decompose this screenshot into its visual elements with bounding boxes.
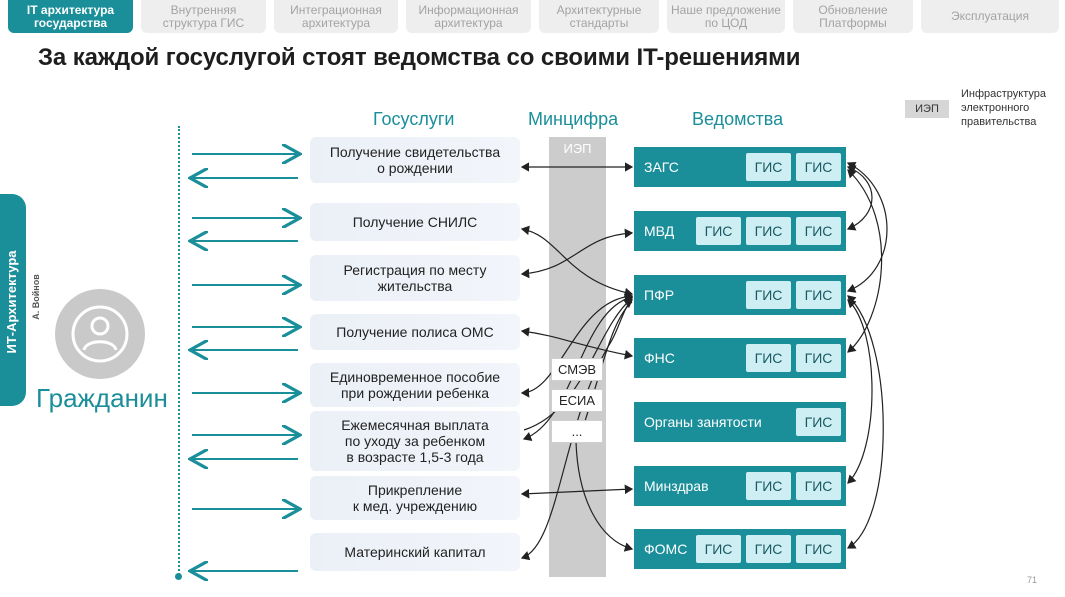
service-birth-allowance: Единовременное пособие при рождении ребе… bbox=[310, 363, 520, 407]
gis-box: ГИС bbox=[746, 472, 791, 500]
page-title: За каждой госуслугой стоят ведомства со … bbox=[38, 44, 801, 71]
timeline-dotted-line bbox=[178, 126, 180, 578]
tab-platform-update[interactable]: Обновление Платформы bbox=[793, 0, 913, 33]
gis-box: ГИС bbox=[796, 408, 841, 436]
top-tab-bar: IT архитектура государства Внутренняя ст… bbox=[8, 0, 1060, 33]
gis-box: ГИС bbox=[746, 217, 791, 245]
gis-box: ГИС bbox=[746, 344, 791, 372]
esia-box: ЕСИА bbox=[551, 389, 603, 412]
gis-box: ГИС bbox=[746, 281, 791, 309]
service-registration: Регистрация по месту жительства bbox=[310, 255, 520, 301]
citizen-arrows bbox=[192, 154, 298, 571]
timeline-end-dot bbox=[175, 573, 182, 580]
tab-gis-structure[interactable]: Внутренняя структура ГИС bbox=[141, 0, 266, 33]
smev-box: СМЭВ bbox=[551, 358, 603, 381]
service-oms-policy: Получение полиса ОМС bbox=[310, 314, 520, 350]
mincifra-iep-label: ИЭП bbox=[563, 141, 592, 156]
side-ribbon bbox=[0, 194, 26, 406]
agency-employment: Органы занятости ГИС bbox=[634, 402, 846, 442]
tab-information-architecture[interactable]: Информационная архитектура bbox=[406, 0, 531, 33]
gis-box: ГИС bbox=[796, 472, 841, 500]
gis-box: ГИС bbox=[696, 535, 741, 563]
tab-integration-architecture[interactable]: Интеграционная архитектура bbox=[274, 0, 398, 33]
service-birth-certificate: Получение свидетельства о рождении bbox=[310, 137, 520, 183]
service-snils: Получение СНИЛС bbox=[310, 203, 520, 241]
legend-description: Инфраструктура электронного правительств… bbox=[961, 88, 1047, 128]
tab-architecture-standards[interactable]: Архитектурные стандарты bbox=[539, 0, 659, 33]
gis-box: ГИС bbox=[796, 535, 841, 563]
gis-box: ГИС bbox=[796, 281, 841, 309]
page-number: 71 bbox=[1027, 575, 1038, 585]
tab-it-architecture[interactable]: IT архитектура государства bbox=[8, 0, 133, 33]
tab-dc-proposal[interactable]: Наше предложение по ЦОД bbox=[667, 0, 785, 33]
other-services-box: ... bbox=[551, 420, 603, 443]
gis-box: ГИС bbox=[696, 217, 741, 245]
legend-iep-tag: ИЭП bbox=[905, 100, 949, 118]
header-services: Госуслуги bbox=[373, 109, 455, 129]
agency-mvd: МВД ГИС ГИС ГИС bbox=[634, 211, 846, 251]
gis-box: ГИС bbox=[746, 535, 791, 563]
user-icon bbox=[71, 305, 129, 363]
service-medical-attachment: Прикрепление к мед. учреждению bbox=[310, 476, 520, 520]
header-agencies: Ведомства bbox=[692, 109, 784, 129]
agency-pfr: ПФР ГИС ГИС bbox=[634, 275, 846, 315]
citizen-avatar bbox=[55, 289, 145, 379]
gis-box: ГИС bbox=[796, 217, 841, 245]
agency-minzdrav: Минздрав ГИС ГИС bbox=[634, 466, 846, 506]
agency-foms: ФОМС ГИС ГИС ГИС bbox=[634, 529, 846, 569]
citizen-label: Гражданин bbox=[36, 383, 168, 413]
gis-box: ГИС bbox=[796, 344, 841, 372]
gis-box: ГИС bbox=[796, 153, 841, 181]
service-monthly-payment: Ежемесячная выплата по уходу за ребенком… bbox=[310, 411, 520, 471]
tab-operation[interactable]: Эксплуатация bbox=[921, 0, 1059, 33]
agency-zags: ЗАГС ГИС ГИС bbox=[634, 147, 846, 187]
gis-box: ГИС bbox=[746, 153, 791, 181]
agency-fns: ФНС ГИС ГИС bbox=[634, 338, 846, 378]
service-maternity-capital: Материнский капитал bbox=[310, 533, 520, 571]
header-mincifra: Минцифра bbox=[528, 109, 619, 129]
